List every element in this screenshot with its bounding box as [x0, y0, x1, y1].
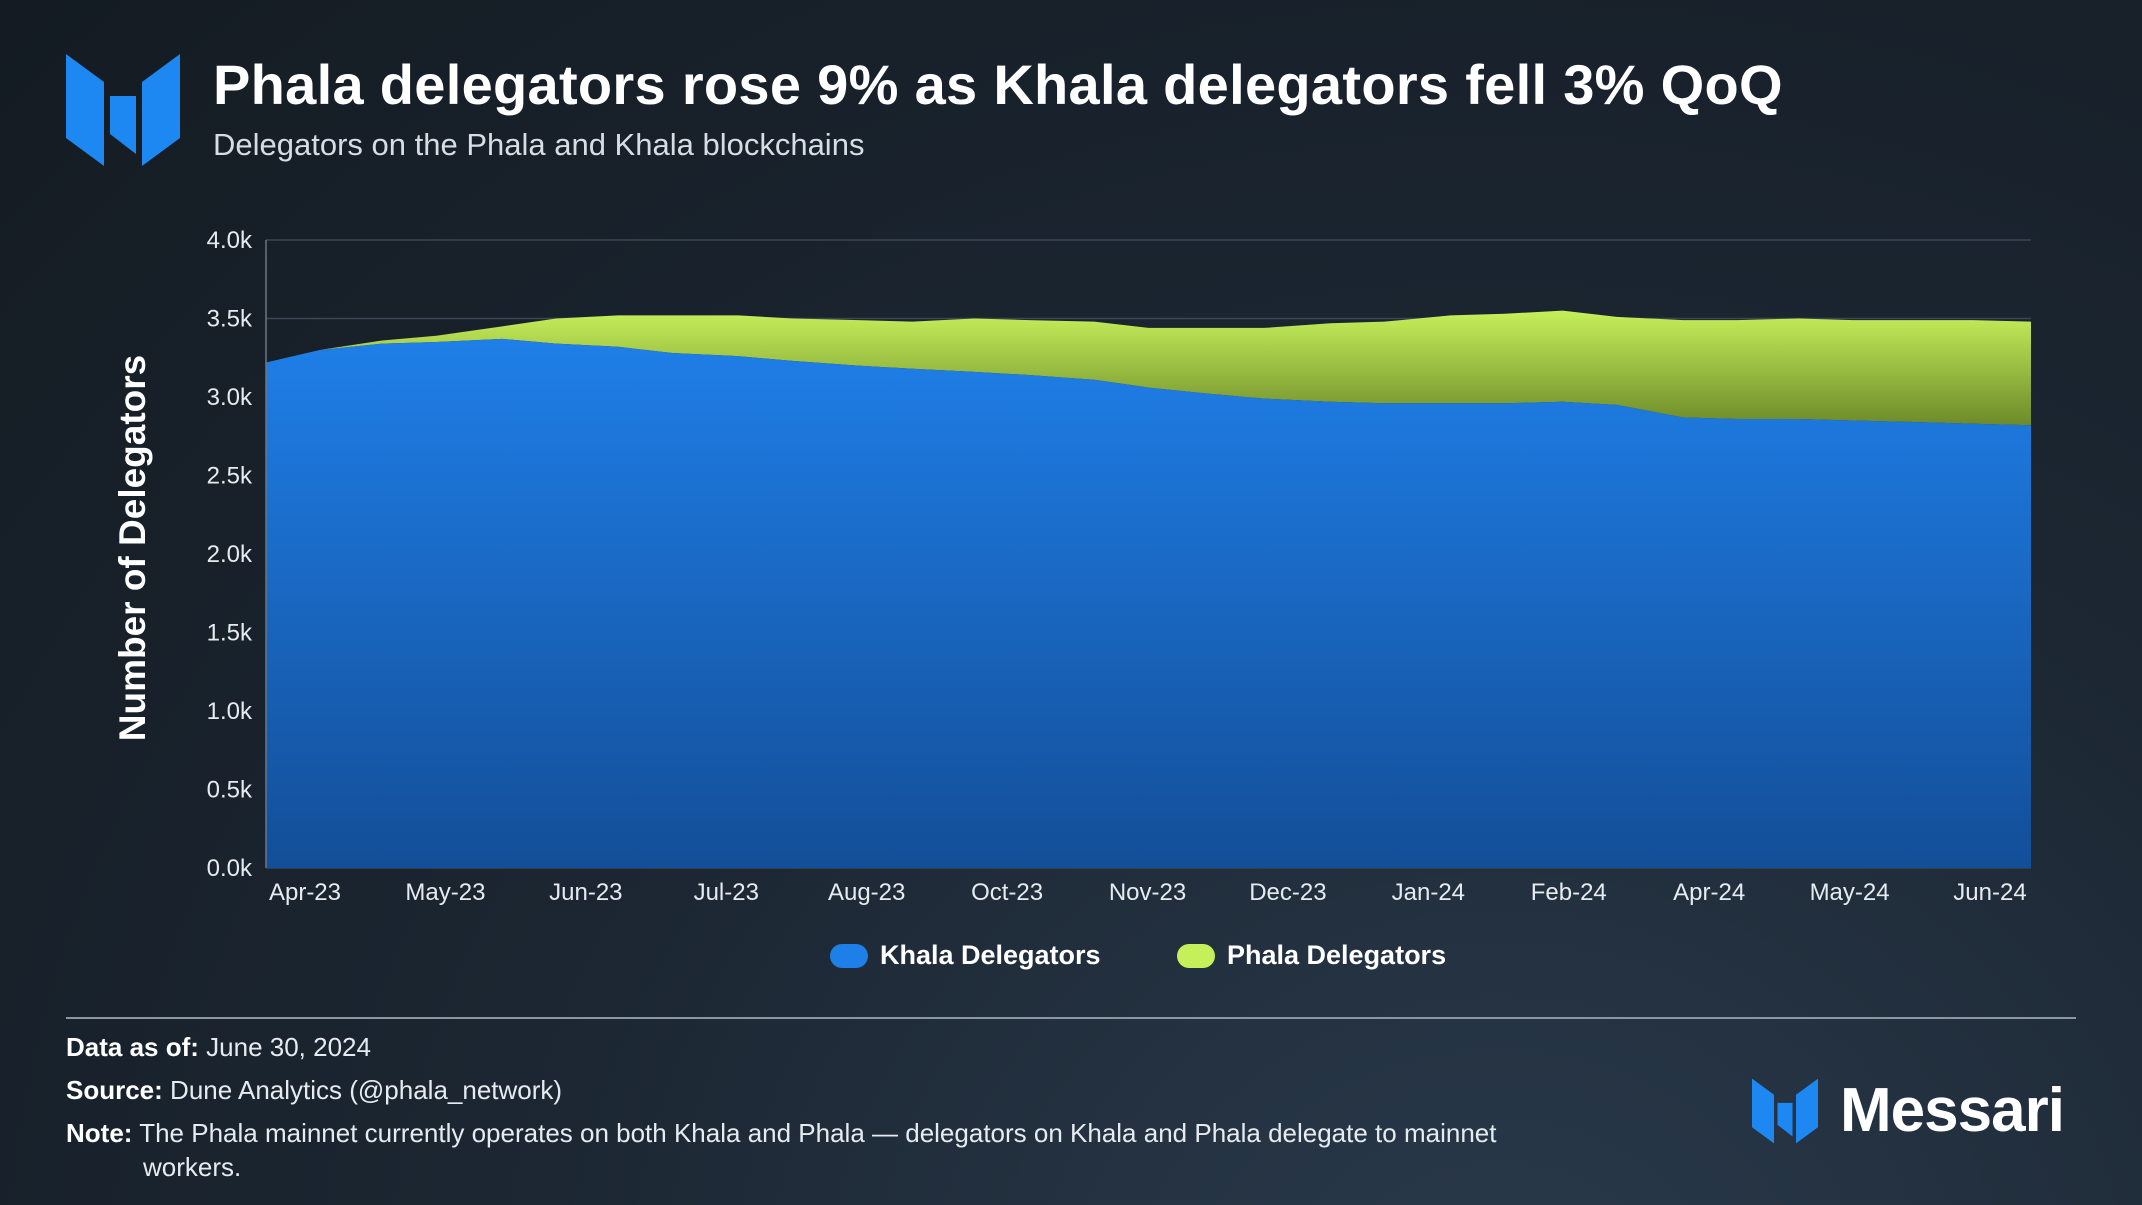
x-tick-label: Jun-23 [549, 879, 622, 906]
chart-title: Phala delegators rose 9% as Khala delega… [213, 53, 1783, 116]
footer-divider [66, 1017, 2076, 1019]
y-tick-label: 1.0k [207, 698, 253, 725]
source-label: Source: [66, 1075, 163, 1105]
source-line: Source: Dune Analytics (@phala_network) [66, 1075, 562, 1106]
note-line: Note: The Phala mainnet currently operat… [66, 1118, 1496, 1149]
chart-legend: Khala Delegators Phala Delegators [0, 940, 2142, 984]
legend-item-khala[interactable]: Khala Delegators [830, 940, 1101, 971]
brand-logo: Messari [1752, 1075, 2065, 1146]
note-value: The Phala mainnet currently operates on … [139, 1118, 1497, 1148]
data-as-of-value: June 30, 2024 [206, 1032, 371, 1062]
y-tick-label: 0.0k [207, 855, 253, 882]
legend-swatch-phala [1177, 943, 1215, 968]
x-tick-label: Jul-23 [694, 879, 759, 906]
legend-item-phala[interactable]: Phala Delegators [1177, 940, 1446, 971]
y-tick-label: 3.5k [207, 306, 253, 333]
note-label: Note: [66, 1118, 133, 1148]
x-tick-label: Apr-24 [1673, 879, 1745, 906]
series-area-khala [266, 338, 2031, 868]
x-tick-label: Feb-24 [1531, 879, 1607, 906]
x-tick-label: Aug-23 [828, 879, 905, 906]
chart-subtitle: Delegators on the Phala and Khala blockc… [213, 127, 865, 162]
y-tick-label: 4.0k [207, 227, 253, 254]
y-tick-label: 2.5k [207, 463, 253, 490]
x-tick-label: Apr-23 [269, 879, 341, 906]
x-tick-label: Nov-23 [1109, 879, 1186, 906]
x-tick-label: Dec-23 [1249, 879, 1326, 906]
note-value-continued: workers. [143, 1152, 242, 1182]
x-tick-label: Jan-24 [1392, 879, 1465, 906]
y-tick-label: 1.5k [207, 620, 253, 647]
legend-swatch-khala [830, 943, 868, 968]
messari-logo-icon [1752, 1078, 1818, 1143]
x-tick-label: Oct-23 [971, 879, 1043, 906]
messari-logo-icon [66, 54, 180, 166]
brand-wordmark: Messari [1840, 1076, 2065, 1145]
x-tick-label: May-23 [405, 879, 485, 906]
y-tick-label: 0.5k [207, 777, 253, 804]
area-chart: 0.0k 0.5k 1.0k 1.5k 2.0k 2.5k 3.0k 3.5k 4.0k Apr-… [207, 227, 2031, 906]
y-tick-label: 2.0k [207, 541, 253, 568]
series-area-phala [266, 310, 2031, 426]
data-as-of: Data as of: June 30, 2024 [66, 1032, 371, 1063]
source-value: Dune Analytics (@phala_network) [170, 1075, 563, 1105]
y-tick-label: 3.0k [207, 384, 253, 411]
legend-label-phala: Phala Delegators [1227, 940, 1447, 970]
x-tick-label: May-24 [1810, 879, 1890, 906]
x-tick-label: Jun-24 [1953, 879, 2026, 906]
data-as-of-label: Data as of: [66, 1032, 199, 1062]
legend-label-khala: Khala Delegators [880, 940, 1101, 970]
